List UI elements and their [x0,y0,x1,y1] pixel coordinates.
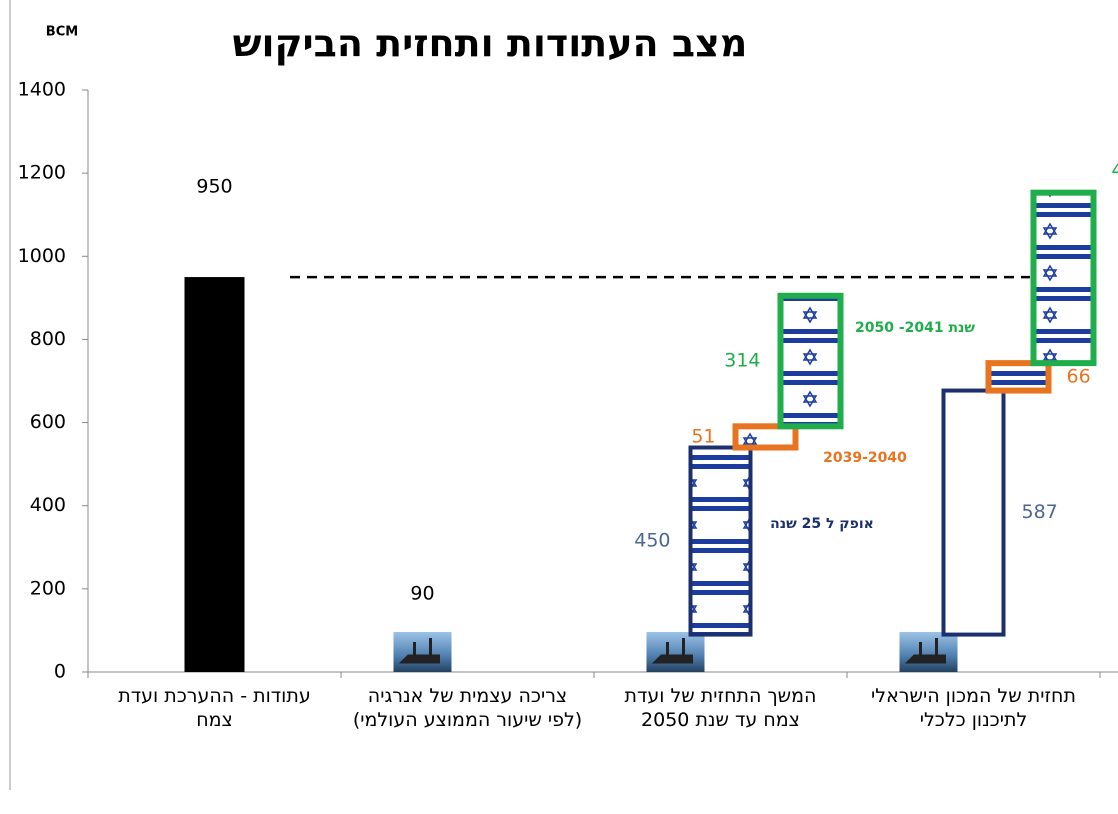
platform-structure [651,638,693,664]
bar-segment [184,277,245,672]
platform [899,632,958,672]
annotation: שנת 2041- 2050 [855,320,975,336]
bar-segment [1030,189,1097,367]
chart-title: מצב העתודות ותחזית הביקוש [233,22,748,66]
annotation: אופק ל 25 שנה [770,516,874,532]
value-label: 950 [196,176,232,198]
y-tick-label: 1000 [18,245,66,267]
value-label: 587 [1022,501,1058,523]
bar-segment [941,388,1006,637]
platform-structure [904,638,946,664]
platform [393,632,452,672]
value-label: 450 [634,530,670,552]
y-unit: BCM [46,25,78,40]
y-tick-label: 600 [30,411,66,433]
value-label: 51 [691,425,715,447]
x-tick-label: תחזית של המכון הישראלי לתיכנון כלכלי [871,685,1076,731]
y-tick-label: 400 [30,494,66,516]
x-tick-label: צריכה עצמית של אנרגיה (לפי שיעור הממוצע … [352,685,583,731]
value-label: 90 [410,583,434,605]
x-tick-label: עתודות - ההערכת ועדת צמח [118,685,311,731]
y-tick-label: 200 [30,577,66,599]
y-tick-label: 1400 [18,79,66,101]
value-label: 66 [1067,365,1091,387]
y-tick-label: 1200 [18,162,66,184]
bar-segment [985,360,1052,394]
x-tick-label: המשך התחזית של ועדת צמח עד שנת 2050 [624,685,817,731]
platform [646,632,705,672]
bar-segment [777,292,844,430]
y-tick-label: 0 [54,661,66,683]
annotation: 2039-2040 [823,450,907,466]
value-label: 314 [724,350,760,372]
y-tick-label: 800 [30,328,66,350]
bar-segment [688,445,753,637]
platform-structure [398,638,440,664]
value-label: 410 [1112,159,1118,181]
bar-segment [732,423,799,451]
